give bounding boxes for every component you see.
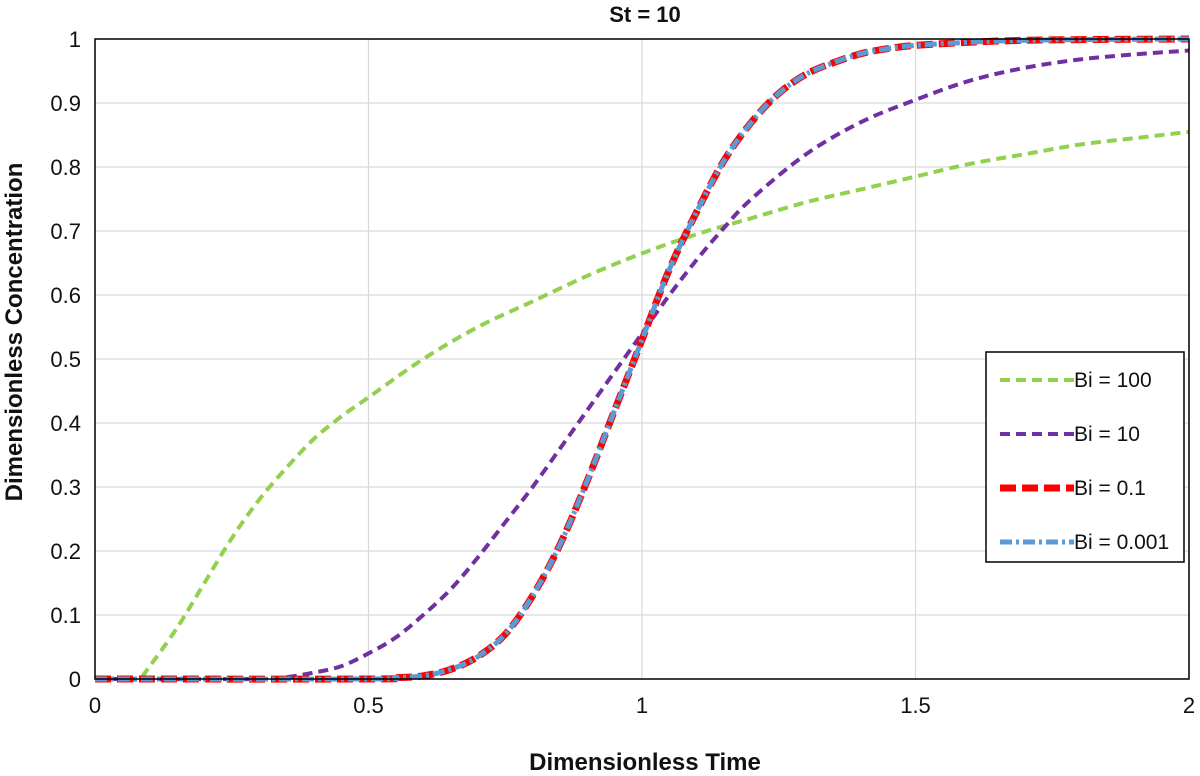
y-axis-title: Dimensionless Concentration — [1, 163, 28, 502]
legend-label: Bi = 10 — [1074, 423, 1140, 446]
y-tick-label: 0.7 — [50, 219, 81, 244]
x-tick-label: 1.5 — [900, 693, 931, 718]
x-tick-label: 2 — [1183, 693, 1195, 718]
x-tick-label: 1 — [636, 693, 648, 718]
legend-label: Bi = 0.1 — [1074, 477, 1146, 500]
series-line-4 — [94, 36, 1190, 682]
x-tick-label: 0.5 — [353, 693, 384, 718]
y-tick-label: 0 — [69, 667, 81, 692]
legend: Bi = 100 Bi = 10 Bi = 0.1 Bi = 0.001 — [985, 351, 1185, 563]
y-tick-label: 0.4 — [50, 411, 81, 436]
series-line-3 — [94, 35, 1190, 683]
y-tick-label: 0.2 — [50, 539, 81, 564]
legend-box — [985, 351, 1185, 563]
y-tick-label: 0.1 — [50, 603, 81, 628]
y-axis-ticks: 0 0.1 0.2 0.3 0.4 0.5 0.6 0.7 0.8 0.9 1 — [50, 27, 81, 692]
legend-label: Bi = 100 — [1074, 369, 1152, 392]
y-tick-label: 0.3 — [50, 475, 81, 500]
x-axis-title: Dimensionless Time — [529, 749, 761, 776]
y-tick-label: 0.5 — [50, 347, 81, 372]
y-tick-label: 0.8 — [50, 155, 81, 180]
legend-label: Bi = 0.001 — [1074, 531, 1169, 554]
series-lines — [94, 35, 1190, 683]
y-tick-label: 0.6 — [50, 283, 81, 308]
series-line-1 — [95, 129, 1190, 682]
chart-title: St = 10 — [609, 2, 681, 27]
y-tick-label: 0.9 — [50, 91, 81, 116]
x-tick-label: 0 — [89, 693, 101, 718]
x-axis-ticks: 0 0.5 1 1.5 2 — [89, 693, 1195, 718]
series-line-2 — [94, 48, 1190, 682]
y-tick-label: 1 — [69, 27, 81, 52]
plot-frame — [94, 38, 1190, 680]
